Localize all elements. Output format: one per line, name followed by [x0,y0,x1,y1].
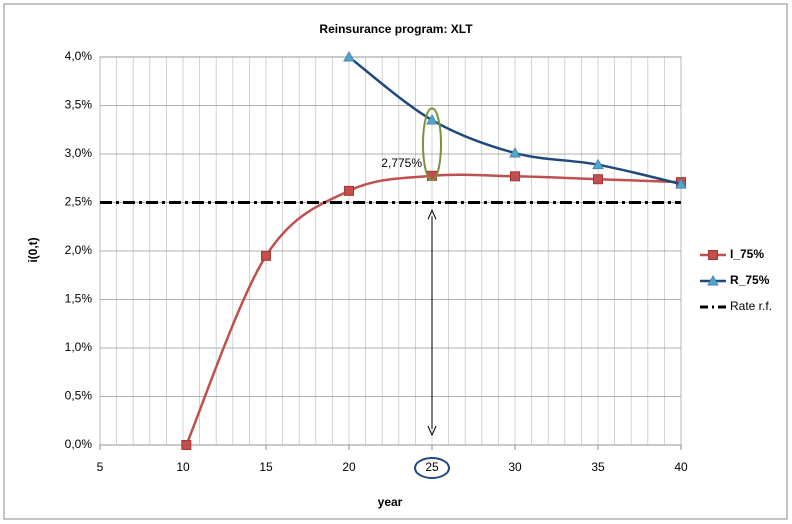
x-tick-label: 25 [425,460,439,474]
y-tick-label: 3,0% [65,146,93,160]
y-tick-label: 4,0% [65,49,93,63]
legend-label: Rate r.f. [730,299,772,313]
y-tick-label: 2,0% [65,243,93,257]
marker [510,171,520,182]
arrow-head [427,209,437,220]
y-tick-label: 2,5% [65,195,93,209]
legend-label: I_75% [730,247,764,261]
y-tick-label: 1,0% [65,340,93,354]
marker [509,147,521,158]
chart-title: Reinsurance program: XLT [319,22,473,36]
x-axis-label: year [378,495,403,509]
legend-marker [708,250,718,260]
y-tick-label: 0,5% [65,389,93,403]
x-tick-label: 15 [259,460,273,474]
highlight-ellipse [414,457,450,479]
highlight-ellipse [422,107,442,182]
marker [426,114,438,125]
x-tick-label: 5 [97,460,104,474]
legend-label: R_75% [730,273,770,287]
marker [592,158,604,170]
x-tick-label: 30 [508,460,522,474]
y-tick-label: 3,5% [65,98,93,112]
legend-marker [707,274,719,286]
marker [181,440,192,450]
x-tick-label: 20 [342,460,356,474]
data-label: 2,775% [381,156,422,170]
marker [343,50,355,62]
x-tick-label: 35 [591,460,605,474]
y-tick-label: 0,0% [65,437,93,451]
arrow-head [427,425,437,437]
marker [344,185,354,196]
x-tick-label: 10 [176,460,190,474]
y-axis-label: i(0,t) [26,237,40,262]
y-tick-label: 1,5% [65,292,93,306]
marker [593,174,603,185]
marker [675,178,687,189]
x-tick-label: 40 [674,460,688,474]
marker [261,250,271,261]
